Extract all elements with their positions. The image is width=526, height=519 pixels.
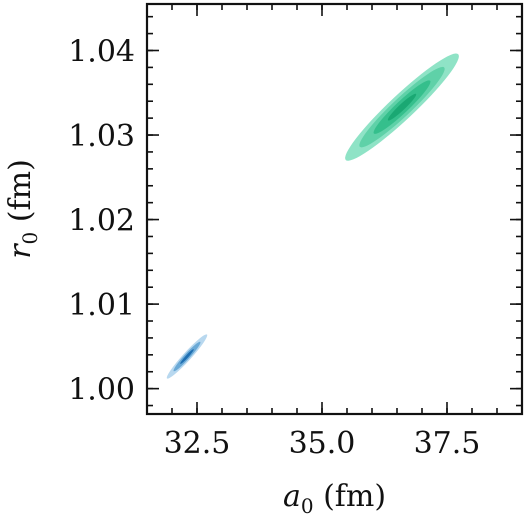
contour-group-1 (166, 334, 208, 379)
y-tick-labels: 1.00 1.01 1.02 1.03 1.04 (68, 34, 135, 407)
x-axis-label: a0 (fm) (283, 479, 386, 518)
y-tick-label: 1.03 (68, 119, 135, 154)
contour-group-2 (345, 53, 459, 161)
x-tick-label: 32.5 (164, 426, 231, 461)
y-axis-label: r0 (fm) (3, 159, 42, 259)
plot-frame (145, 2, 524, 416)
major-ticks (147, 4, 522, 414)
x-tick-labels: 32.5 35.0 37.5 (164, 426, 481, 461)
y-tick-label: 1.00 (68, 373, 135, 408)
y-tick-label: 1.01 (68, 288, 135, 323)
contour-level (387, 93, 417, 121)
minor-ticks (146, 4, 523, 414)
x-tick-label: 37.5 (414, 426, 481, 461)
contour-layer (166, 53, 459, 379)
x-tick-label: 35.0 (289, 426, 356, 461)
y-tick-label: 1.04 (68, 34, 135, 69)
y-tick-label: 1.02 (68, 204, 135, 239)
contour-level (180, 349, 194, 364)
